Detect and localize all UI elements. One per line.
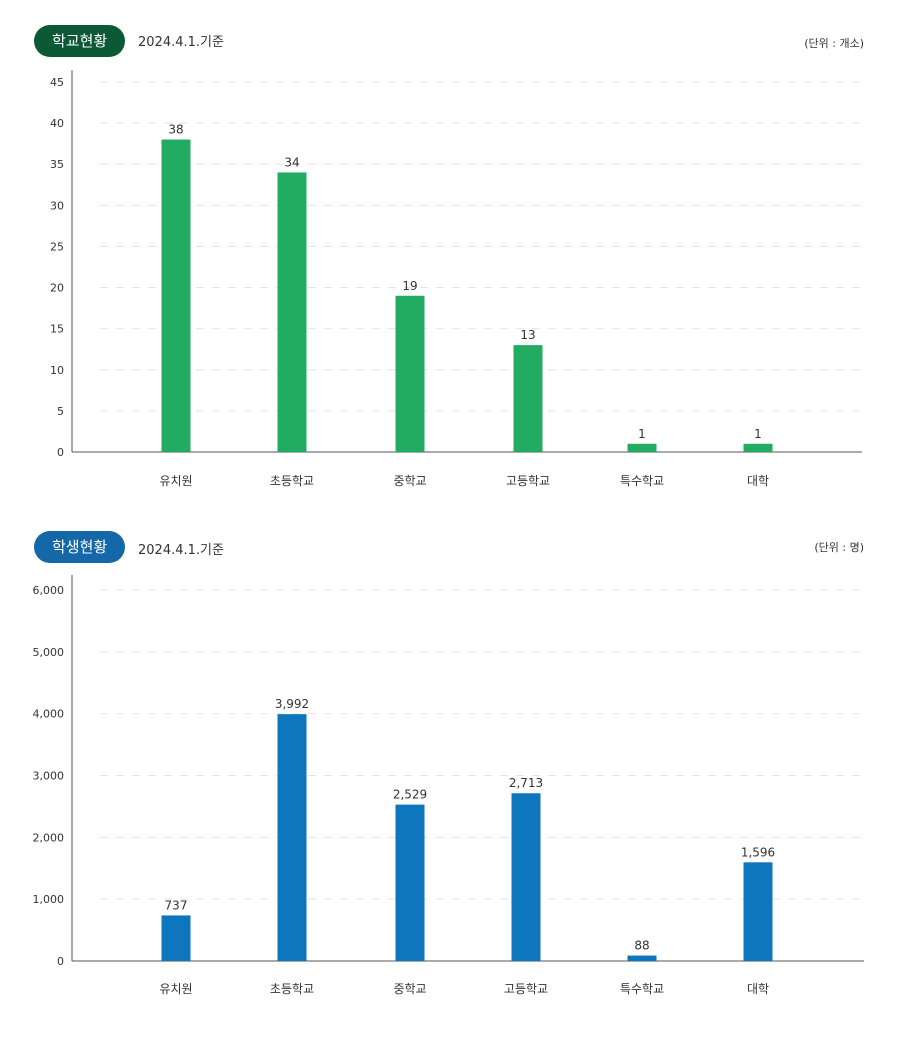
category-label: 초등학교 <box>270 474 314 488</box>
bar-고등학교 <box>511 793 541 961</box>
bar-중학교 <box>395 295 425 452</box>
bar-value-label: 1 <box>754 427 762 441</box>
bar-초등학교 <box>277 172 307 452</box>
category-label: 대학 <box>747 982 769 996</box>
school-status-chart: 0 5 10 15 20 25 30 35 40 45 38 유치원 34 초등학교 19 중학교 13 고등학교… <box>50 70 862 488</box>
student-status-badge: 학생현황 <box>34 531 126 563</box>
bar-value-label: 88 <box>634 939 649 953</box>
student-status-chart: 0 1,000 2,000 3,000 4,000 5,000 6,000 737 유치원 3,9… <box>33 575 864 996</box>
bar-value-label: 2,713 <box>509 776 543 790</box>
bar-유치원 <box>161 915 191 961</box>
y-tick-label: 5 <box>57 405 64 418</box>
bar-value-label: 3,992 <box>275 697 309 711</box>
y-tick-label: 40 <box>50 117 64 130</box>
bar-value-label: 34 <box>284 155 299 169</box>
school-status-panel: 0 5 10 15 20 25 30 35 40 45 38 유치원 34 초등학교 19 중학교 13 고등학교… <box>0 0 900 520</box>
category-label: 고등학교 <box>506 474 550 488</box>
school-status-unit: (단위 : 개소) <box>804 37 864 50</box>
y-tick-label: 45 <box>50 76 64 89</box>
bar-초등학교 <box>277 714 307 961</box>
category-label: 중학교 <box>393 474 426 488</box>
category-label: 초등학교 <box>270 982 314 996</box>
y-tick-label: 0 <box>57 955 64 968</box>
school-status-date: 2024.4.1.기준 <box>138 35 224 50</box>
y-tick-label: 1,000 <box>33 893 65 906</box>
bar-특수학교 <box>627 443 657 452</box>
y-tick-label: 35 <box>50 158 64 171</box>
bar-value-label: 737 <box>165 898 188 912</box>
bar-value-label: 2,529 <box>393 788 427 802</box>
y-tick-label: 2,000 <box>33 831 65 844</box>
category-label: 특수학교 <box>620 474 664 488</box>
bar-value-label: 19 <box>402 279 417 293</box>
y-tick-label: 0 <box>57 446 64 459</box>
bar-고등학교 <box>513 345 543 452</box>
bar-value-label: 1 <box>638 427 646 441</box>
bar-유치원 <box>161 139 191 453</box>
category-label: 유치원 <box>159 982 192 996</box>
category-label: 대학 <box>747 474 769 488</box>
bar-대학 <box>743 862 773 961</box>
student-status-unit: (단위 : 명) <box>814 541 864 554</box>
student-status-date: 2024.4.1.기준 <box>138 543 224 558</box>
school-status-badge: 학교현황 <box>34 25 126 57</box>
y-tick-label: 25 <box>50 240 64 253</box>
bar-대학 <box>743 443 773 452</box>
bar-value-label: 1,596 <box>741 845 775 859</box>
category-label: 중학교 <box>393 982 426 996</box>
y-tick-label: 3,000 <box>33 770 65 783</box>
student-status-panel: 0 1,000 2,000 3,000 4,000 5,000 6,000 737 유치원 3,9… <box>0 520 900 1040</box>
y-tick-label: 4,000 <box>33 708 65 721</box>
category-label: 고등학교 <box>504 982 548 996</box>
category-label: 유치원 <box>159 474 192 488</box>
y-tick-label: 6,000 <box>33 584 65 597</box>
bar-value-label: 38 <box>168 123 183 137</box>
bar-중학교 <box>395 804 425 961</box>
y-tick-label: 10 <box>50 364 64 377</box>
category-label: 특수학교 <box>620 982 664 996</box>
y-tick-label: 15 <box>50 323 64 336</box>
y-tick-label: 30 <box>50 199 64 212</box>
y-tick-label: 20 <box>50 282 64 295</box>
bar-특수학교 <box>627 955 657 961</box>
y-tick-label: 5,000 <box>33 646 65 659</box>
bar-value-label: 13 <box>520 328 535 342</box>
